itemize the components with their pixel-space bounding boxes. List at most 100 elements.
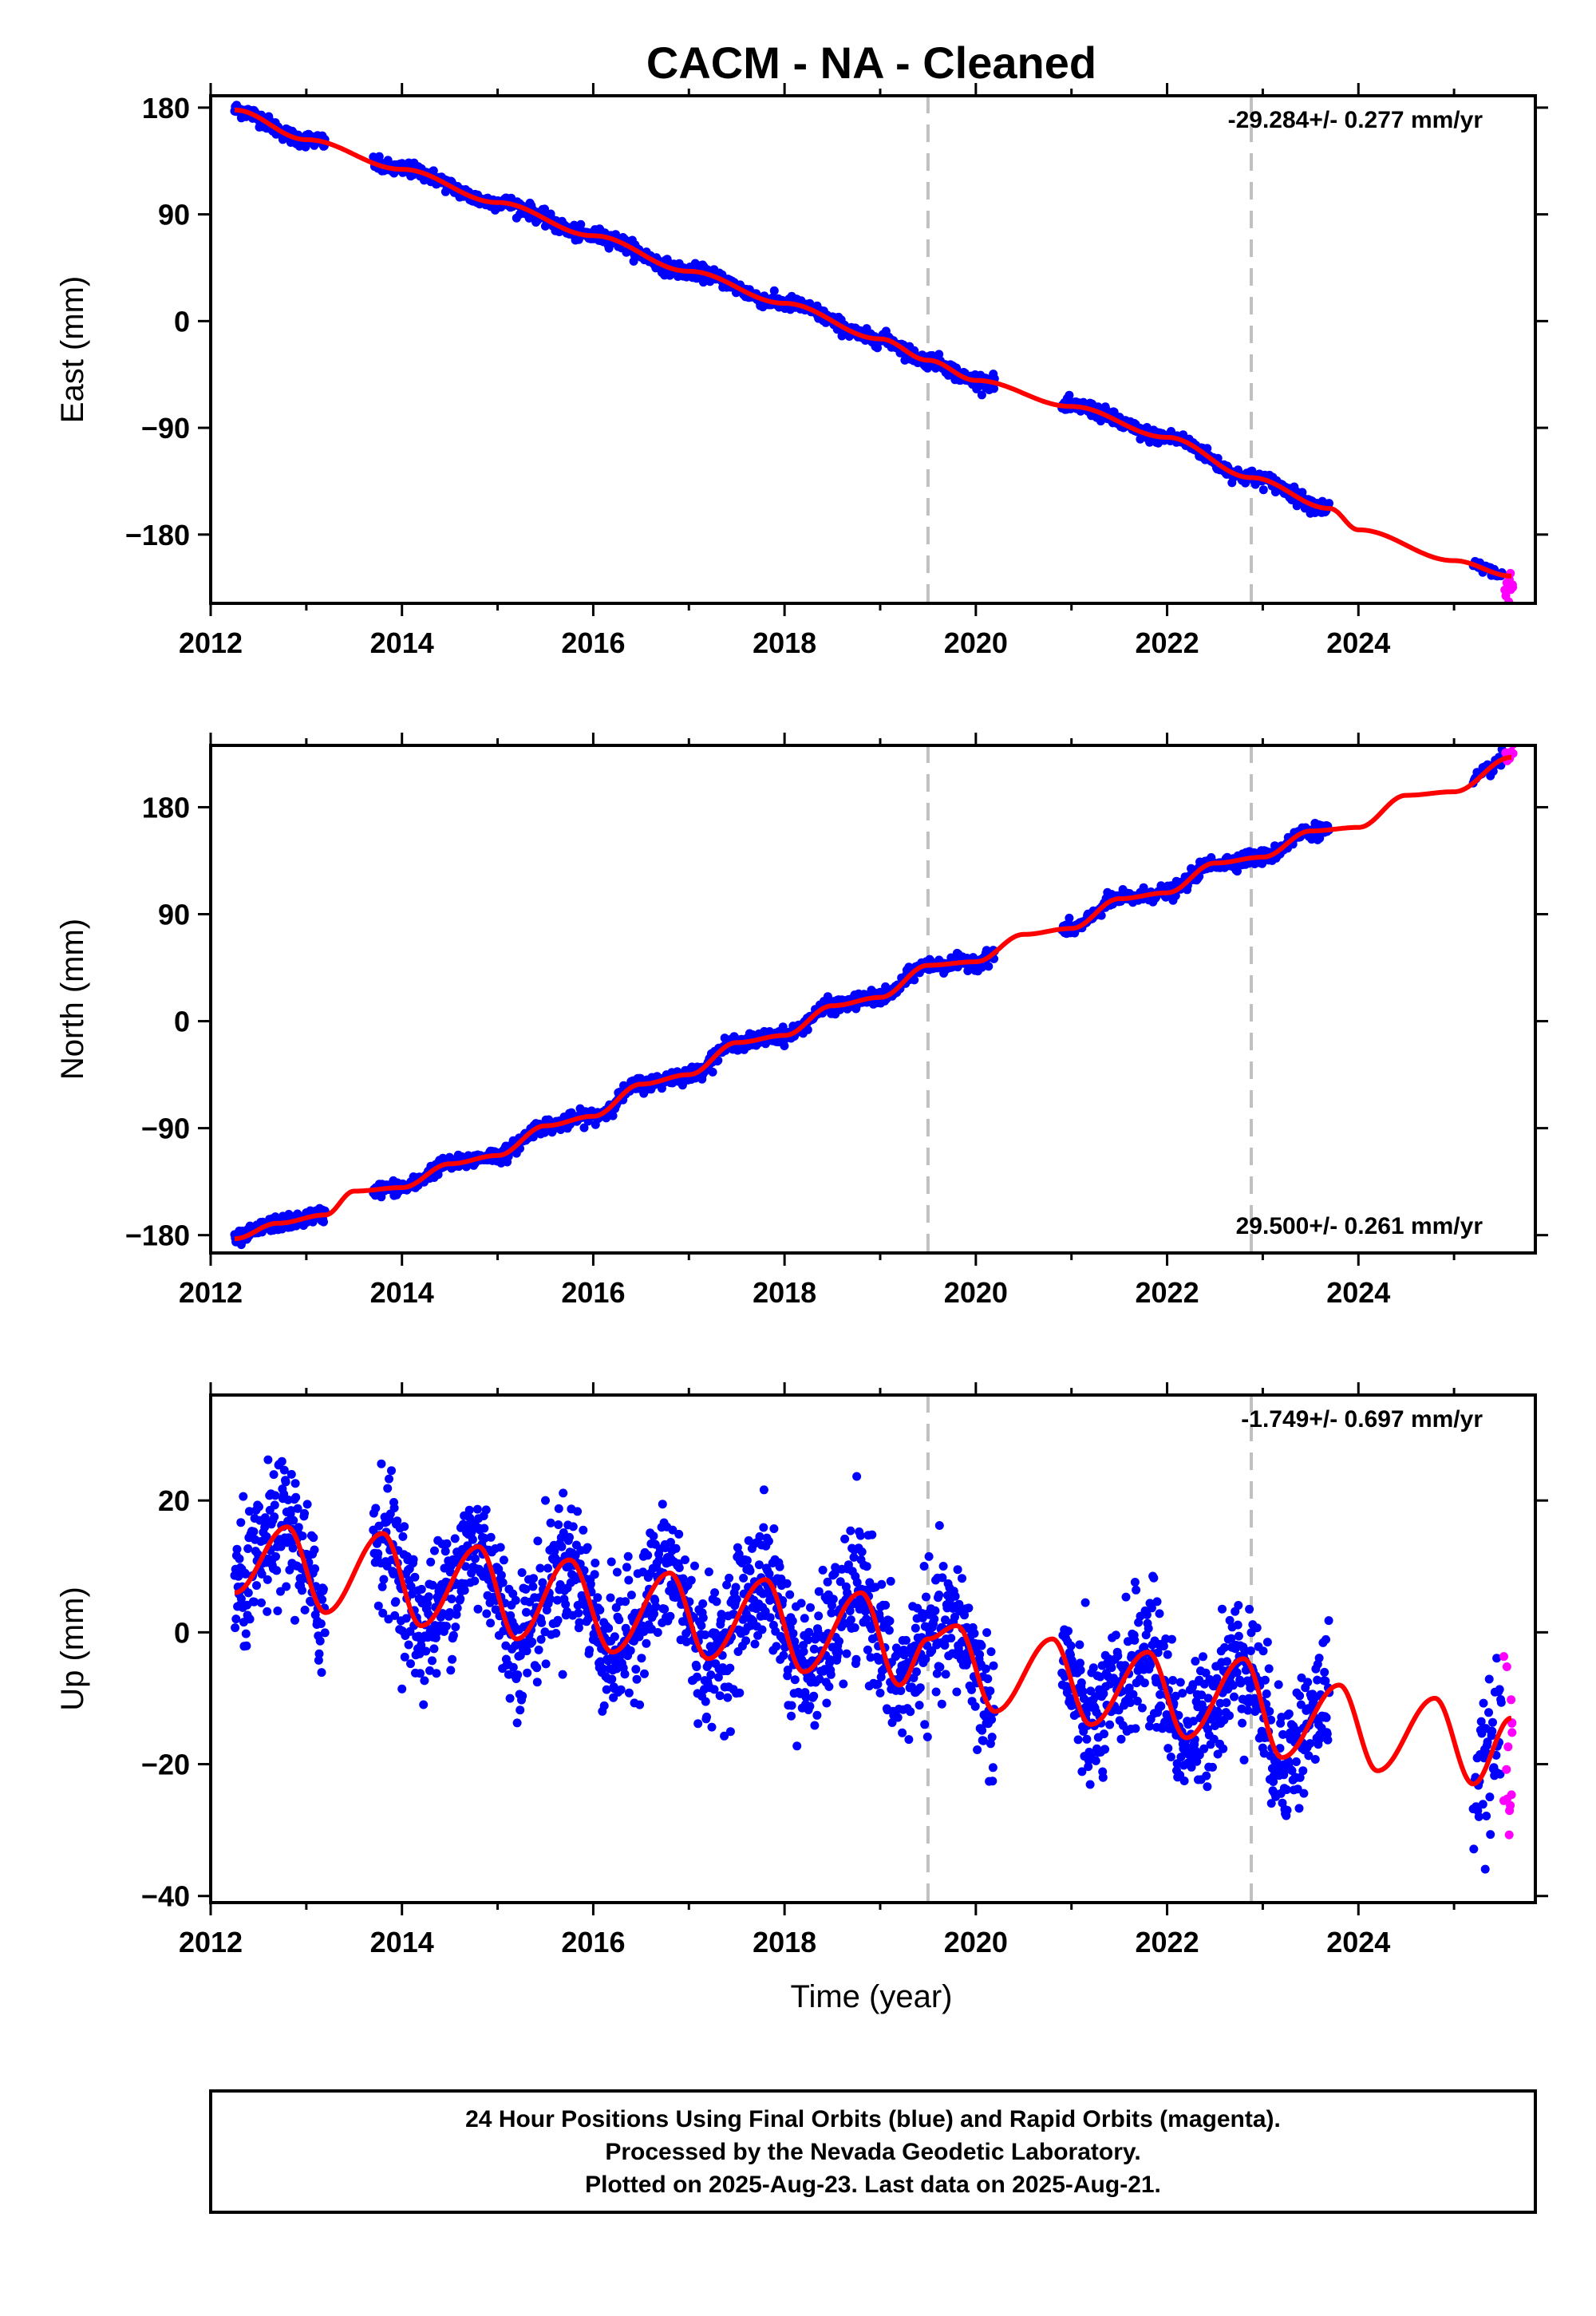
data-point [286, 1469, 296, 1479]
data-point [607, 1674, 617, 1684]
data-point [988, 1777, 998, 1786]
data-point [579, 1525, 588, 1535]
data-point [812, 1710, 822, 1720]
data-point [583, 1543, 592, 1552]
data-point [559, 1488, 568, 1498]
data-point [452, 1603, 462, 1613]
data-point [1199, 1652, 1207, 1662]
data-point [790, 1675, 800, 1685]
data-point [595, 1605, 605, 1614]
data-point [901, 1635, 911, 1645]
data-point [441, 1622, 451, 1631]
data-point [1085, 1780, 1095, 1789]
data-point [232, 1544, 242, 1554]
data-point [987, 1733, 997, 1742]
data-point [788, 1629, 798, 1638]
data-point [1130, 1635, 1140, 1645]
data-point [990, 384, 998, 393]
data-point [635, 1700, 645, 1709]
data-point [317, 1668, 326, 1678]
data-point [701, 1697, 710, 1706]
data-point [558, 1670, 567, 1679]
x-tick-label: 2022 [1136, 626, 1199, 659]
data-point [805, 1701, 815, 1711]
data-point [561, 1599, 571, 1609]
data-point [281, 1477, 290, 1487]
data-point [867, 1530, 877, 1539]
data-point [697, 1621, 706, 1630]
data-point [800, 1614, 809, 1623]
data-point [855, 1531, 865, 1540]
data-point [693, 1719, 703, 1729]
data-point [269, 1470, 279, 1480]
data-point [787, 1711, 796, 1721]
data-point [1082, 1734, 1092, 1744]
data-point [637, 1654, 646, 1663]
data-point [739, 1573, 749, 1583]
data-point [456, 1594, 465, 1603]
data-point [480, 1524, 489, 1533]
data-point [799, 1647, 808, 1656]
data-point [432, 1669, 441, 1678]
data-point [523, 1668, 532, 1678]
data-point [941, 1670, 950, 1679]
data-point [590, 1570, 599, 1579]
data-point [818, 1565, 828, 1575]
data-point [686, 1575, 696, 1585]
data-point [241, 1629, 251, 1638]
data-point [271, 1551, 280, 1561]
data-point [429, 166, 438, 176]
data-point [779, 1650, 788, 1660]
data-point [1234, 1631, 1243, 1641]
data-point [814, 1611, 824, 1621]
data-point [1179, 1777, 1189, 1785]
data-point [273, 1607, 282, 1615]
data-point [922, 1592, 930, 1602]
data-point [1208, 1762, 1217, 1772]
data-point [391, 1597, 401, 1607]
x-tick-label: 2012 [179, 626, 243, 659]
data-point [255, 1502, 263, 1512]
y-tick-label: 90 [158, 199, 190, 231]
data-point [231, 1614, 241, 1624]
data-point [608, 1111, 618, 1120]
data-point [1156, 1701, 1166, 1711]
y-tick-label: 0 [174, 1006, 190, 1038]
x-tick-label: 2016 [561, 1276, 625, 1309]
x-tick-label: 2018 [753, 1276, 816, 1309]
data-point [731, 1583, 741, 1592]
data-point [674, 1563, 684, 1572]
data-point [840, 1534, 850, 1543]
data-point [612, 1567, 622, 1577]
data-point [534, 1645, 543, 1654]
data-point [599, 1701, 609, 1710]
data-point [440, 1547, 450, 1556]
data-point [643, 1551, 653, 1560]
data-point [930, 1606, 940, 1615]
data-point [430, 1546, 439, 1555]
data-point [1075, 1640, 1084, 1650]
data-point [640, 1669, 649, 1678]
data-point [1234, 1601, 1243, 1610]
data-point [1132, 1585, 1141, 1595]
data-point [426, 1557, 436, 1567]
data-point [421, 1646, 431, 1656]
data-point [606, 1557, 616, 1567]
data-point [1222, 1698, 1231, 1707]
data-point [1233, 1620, 1242, 1630]
data-point [931, 1687, 941, 1697]
data-point [742, 1555, 752, 1565]
data-point [302, 1500, 312, 1509]
data-point [1130, 1578, 1140, 1587]
data-point [712, 1597, 721, 1607]
data-point [505, 1694, 515, 1703]
data-point [977, 390, 986, 400]
data-point [513, 1670, 523, 1680]
data-point [1163, 1744, 1173, 1753]
data-point [282, 1582, 291, 1591]
data-point [809, 1691, 819, 1701]
data-point [536, 1634, 546, 1644]
data-point [631, 1665, 641, 1674]
data-point [429, 1644, 439, 1654]
data-point [243, 1588, 253, 1598]
